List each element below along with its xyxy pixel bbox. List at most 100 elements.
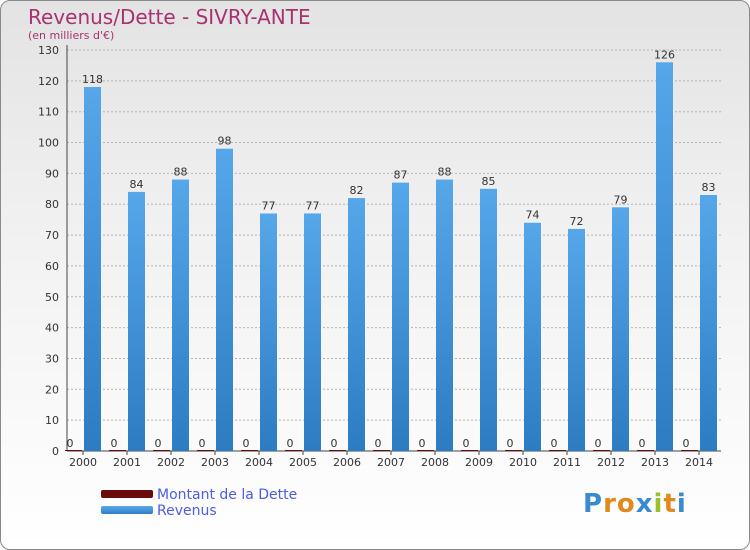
- data-label-dette: 0: [155, 437, 162, 450]
- logo-letter: t: [663, 489, 677, 519]
- x-tick-label: 2007: [377, 456, 405, 469]
- data-label-revenus: 82: [350, 184, 364, 197]
- logo-letter: i: [676, 489, 687, 519]
- y-tick-label: 50: [45, 291, 59, 304]
- bar-dette: [417, 450, 434, 451]
- chart-subtitle: (en milliers d'€): [28, 29, 115, 42]
- logo-letter: r: [603, 489, 617, 519]
- x-tick-label: 2003: [201, 456, 229, 469]
- x-tick-label: 2014: [685, 456, 713, 469]
- data-label-dette: 0: [463, 437, 470, 450]
- legend-swatch-revenus: [101, 506, 153, 514]
- bar-dette: [505, 450, 522, 451]
- y-tick-label: 100: [38, 137, 59, 150]
- data-label-revenus: 88: [438, 166, 452, 179]
- y-tick-label: 130: [38, 44, 59, 57]
- data-label-revenus: 85: [482, 175, 496, 188]
- data-label-revenus: 126: [654, 48, 675, 61]
- bar-revenus: [656, 62, 673, 451]
- x-tick-label: 2013: [641, 456, 669, 469]
- bar-revenus: [436, 179, 453, 452]
- bar-dette: [109, 450, 126, 451]
- bar-dette: [549, 450, 566, 451]
- bar-revenus: [84, 87, 101, 451]
- legend-label-dette: Montant de la Dette: [157, 487, 298, 503]
- bar-revenus: [348, 198, 365, 451]
- data-label-dette: 0: [331, 437, 338, 450]
- bar-revenus: [392, 182, 409, 451]
- y-tick-label: 40: [45, 322, 59, 335]
- bar-revenus: [480, 188, 497, 452]
- data-label-revenus: 98: [218, 135, 232, 148]
- x-tick-label: 2011: [553, 456, 581, 469]
- data-label-revenus: 77: [306, 199, 320, 212]
- bar-revenus: [612, 207, 629, 451]
- bar-revenus: [700, 194, 717, 451]
- data-label-dette: 0: [683, 437, 690, 450]
- x-tick-label: 2010: [509, 456, 537, 469]
- logo-letter: o: [616, 489, 636, 519]
- bar-dette: [153, 450, 170, 451]
- bar-revenus: [128, 191, 145, 451]
- data-label-dette: 0: [111, 437, 118, 450]
- y-tick-label: 10: [45, 414, 59, 427]
- x-tick-label: 2001: [113, 456, 141, 469]
- data-label-revenus: 72: [570, 215, 584, 228]
- y-tick-label: 70: [45, 229, 59, 242]
- data-label-dette: 0: [67, 437, 74, 450]
- bar-revenus: [304, 213, 321, 451]
- bar-revenus: [524, 222, 541, 451]
- y-tick-label: 60: [45, 260, 59, 273]
- x-tick-label: 2009: [465, 456, 493, 469]
- data-label-revenus: 83: [702, 181, 716, 194]
- logo-letter: i: [653, 489, 664, 519]
- y-tick-label: 110: [38, 106, 59, 119]
- x-tick-label: 2005: [289, 456, 317, 469]
- x-tick-label: 2012: [597, 456, 625, 469]
- legend-label-revenus: Revenus: [157, 503, 217, 519]
- data-label-revenus: 77: [262, 199, 276, 212]
- x-tick-label: 2002: [157, 456, 185, 469]
- bar-revenus: [216, 148, 233, 451]
- data-label-dette: 0: [419, 437, 426, 450]
- legend-swatch-dette: [101, 490, 153, 498]
- data-label-dette: 0: [507, 437, 514, 450]
- data-label-revenus: 79: [614, 193, 628, 206]
- x-tick-label: 2006: [333, 456, 361, 469]
- y-tick-label: 80: [45, 198, 59, 211]
- bar-dette: [373, 450, 390, 451]
- y-tick-label: 120: [38, 75, 59, 88]
- proxiti-logo: Proxiti: [583, 489, 687, 519]
- bar-dette: [681, 450, 698, 451]
- data-label-dette: 0: [551, 437, 558, 450]
- x-tick-label: 2008: [421, 456, 449, 469]
- data-label-dette: 0: [199, 437, 206, 450]
- logo-letter: P: [583, 489, 604, 519]
- bar-dette: [65, 450, 82, 451]
- data-label-revenus: 84: [130, 178, 144, 191]
- bar-revenus: [260, 213, 277, 451]
- bar-dette: [285, 450, 302, 451]
- data-label-dette: 0: [639, 437, 646, 450]
- y-tick-label: 90: [45, 167, 59, 180]
- logo-letter: x: [635, 489, 654, 519]
- x-tick-label: 2000: [69, 456, 97, 469]
- data-label-revenus: 88: [174, 166, 188, 179]
- y-tick-label: 30: [45, 352, 59, 365]
- y-tick-label: 20: [45, 383, 59, 396]
- chart-title: Revenus/Dette - SIVRY-ANTE: [28, 5, 311, 29]
- data-label-dette: 0: [287, 437, 294, 450]
- bar-dette: [461, 450, 478, 451]
- data-label-dette: 0: [243, 437, 250, 450]
- data-label-dette: 0: [375, 437, 382, 450]
- data-label-revenus: 74: [526, 209, 540, 222]
- bar-dette: [329, 450, 346, 451]
- bar-dette: [593, 450, 610, 451]
- y-tick-label: 0: [52, 445, 59, 458]
- bar-dette: [637, 450, 654, 451]
- x-tick-label: 2004: [245, 456, 273, 469]
- data-label-dette: 0: [595, 437, 602, 450]
- data-label-revenus: 118: [82, 73, 103, 86]
- bar-revenus: [568, 228, 585, 451]
